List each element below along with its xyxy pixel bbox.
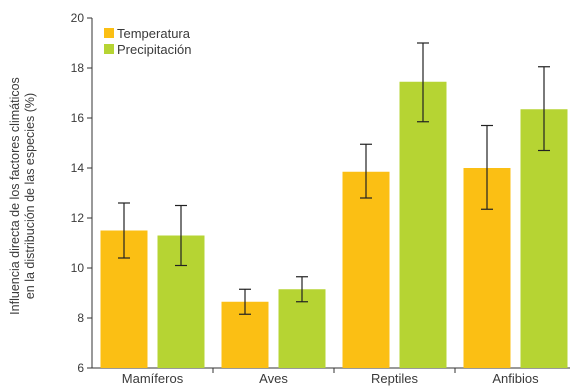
bar: [399, 81, 447, 368]
y-axis-label-line-2: en la distribución de las especies (%): [23, 93, 37, 299]
x-category-label: Reptiles: [371, 371, 418, 386]
y-tick-label: 10: [71, 261, 85, 275]
y-tick-label: 20: [71, 11, 85, 25]
y-tick-label: 14: [71, 161, 85, 175]
y-tick-label: 6: [77, 361, 84, 375]
y-tick-label: 16: [71, 111, 85, 125]
bar: [520, 109, 568, 368]
bar: [278, 289, 326, 368]
y-tick-label: 18: [71, 61, 85, 75]
legend-label-temperatura: Temperatura: [117, 26, 191, 41]
x-category-label: Mamíferos: [122, 371, 184, 386]
legend-label-precipitacion: Precipitación: [117, 42, 191, 57]
y-tick-label: 12: [71, 211, 85, 225]
y-axis-label-line-1: Influencia directa de los factores climá…: [8, 77, 22, 315]
plot-area: 6 8 10 12 14 16 18 20 Mamíferos Aves Reptiles Anfib…: [71, 11, 570, 386]
y-tick-label: 8: [77, 311, 84, 325]
x-category-label: Anfibios: [492, 371, 539, 386]
legend-swatch-precipitacion: [104, 44, 114, 54]
legend-swatch-temperatura: [104, 28, 114, 38]
bar: [342, 171, 390, 368]
legend: Temperatura Precipitación: [104, 26, 191, 57]
x-category-label: Aves: [259, 371, 288, 386]
